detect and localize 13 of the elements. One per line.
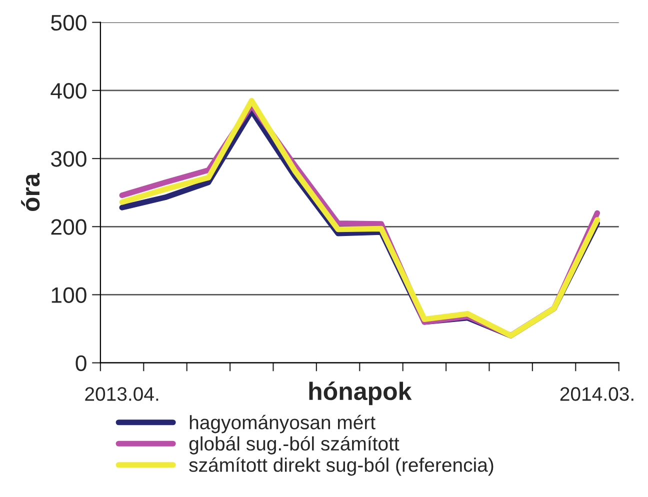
x-axis-title: hónapok (309, 382, 412, 406)
legend-label: globál sug.-ból számított (189, 436, 400, 454)
y-tick-label: 100 (52, 287, 86, 303)
y-tick-label: 200 (51, 219, 86, 235)
y-tick-label: 400 (50, 82, 86, 99)
legend-label: számított direkt sug-ból (referencia) (189, 457, 494, 476)
y-tick-label: 300 (51, 151, 86, 167)
y-tick-label: 500 (51, 14, 86, 31)
y-axis-title: óra (21, 172, 40, 212)
x-tick-label: 2014.03. (560, 387, 634, 401)
y-tick-label: 0 (76, 355, 86, 372)
legend-label: hagyományosan mért (190, 414, 376, 434)
x-tick-label: 2013.04. (85, 387, 158, 401)
